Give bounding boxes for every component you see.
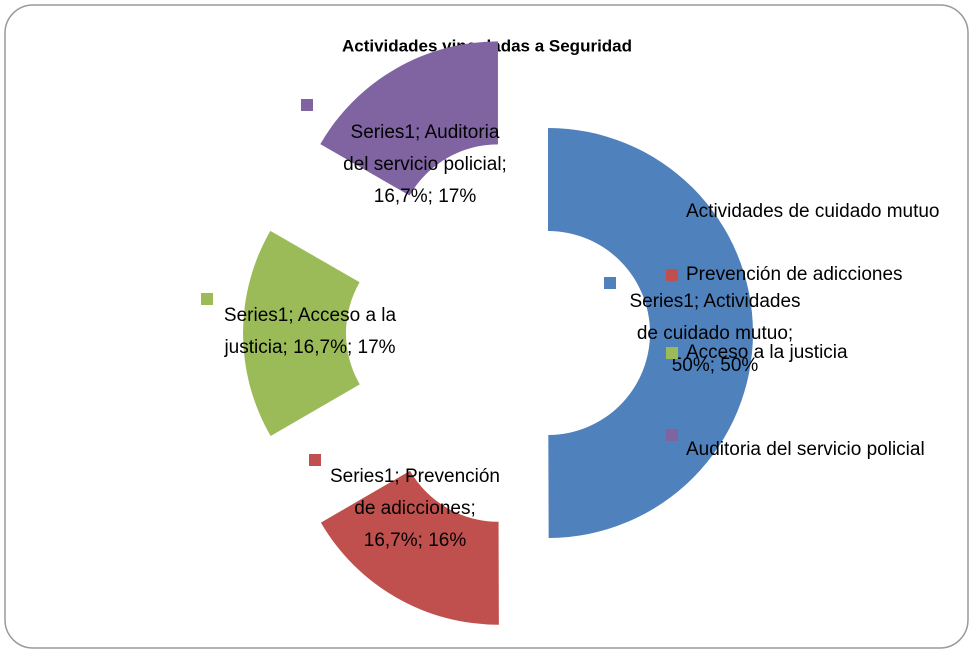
legend-marker xyxy=(666,429,678,441)
legend-label: Auditoria del servicio policial xyxy=(686,439,925,460)
legend-marker xyxy=(666,191,678,203)
legend-label: Prevención de adicciones xyxy=(686,264,903,285)
legend-marker xyxy=(666,347,678,359)
legend-marker xyxy=(666,269,678,281)
label-marker xyxy=(201,293,213,305)
legend-label: Actividades de cuidado mutuo xyxy=(686,201,940,222)
chart-border xyxy=(4,4,969,649)
data-label: Series1; Actividades de cuidado mutuo; 50%… xyxy=(629,291,800,376)
data-label: Series1; Acceso a la justicia; 16,7%; 17% xyxy=(223,305,396,358)
data-label: Series1; Prevención de adicciones; 16,7%; … xyxy=(330,466,500,551)
label-marker xyxy=(301,99,313,111)
doughnut-segment xyxy=(243,230,360,437)
label-marker xyxy=(309,454,321,466)
legend-label: Acceso a la justicia xyxy=(686,342,848,363)
data-label: Series1; Auditoria del servicio policial;… xyxy=(343,122,507,207)
doughnut-segment xyxy=(320,41,498,196)
label-marker xyxy=(604,277,616,289)
doughnut-segment xyxy=(320,470,499,625)
doughnut-segment xyxy=(548,128,753,538)
